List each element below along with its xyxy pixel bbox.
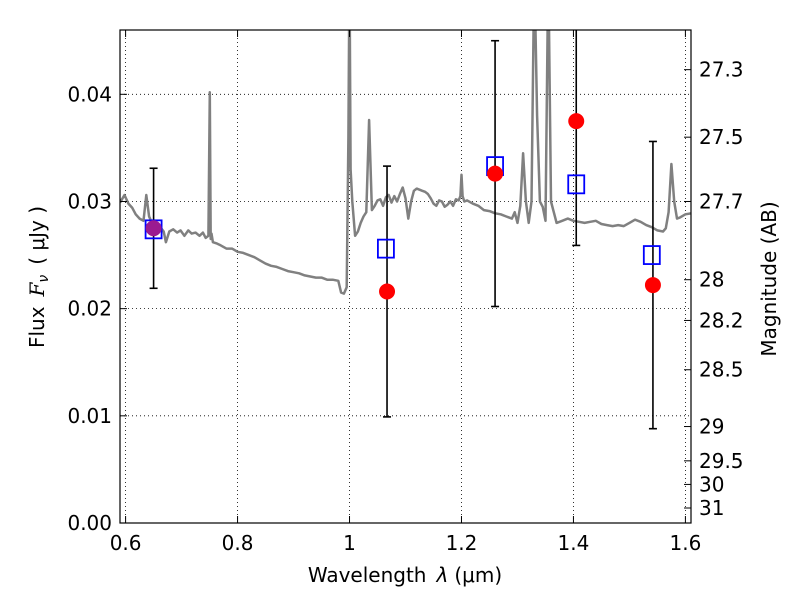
x-axis-ticks: 0.6 0.8 1 1.2 1.4 1.6 <box>110 30 701 555</box>
x-tick-label: 1 <box>343 531 356 555</box>
y2-axis-title: Magnitude (AB) <box>757 201 781 356</box>
y2-tick-label: 27.5 <box>699 125 744 149</box>
model-photometry-layer <box>144 156 661 265</box>
y2-tick-label: 30 <box>699 472 724 496</box>
model-square-point <box>567 174 586 195</box>
y-tick-label: 0.03 <box>67 189 112 213</box>
observed-photometry-layer <box>145 113 661 300</box>
spectrum-layer <box>120 30 691 295</box>
model-square-point <box>642 245 661 265</box>
y-axis-title: FluxFν( μJy ) <box>25 206 52 348</box>
x-tick-label: 0.6 <box>110 531 142 555</box>
observed-circle-point <box>487 165 504 182</box>
y2-tick-label: 29 <box>699 415 724 439</box>
observed-circle-point <box>145 220 162 237</box>
spectrum-line <box>120 30 691 295</box>
grid <box>120 30 691 524</box>
y-tick-label: 0.04 <box>67 82 112 106</box>
y2-tick-label: 29.5 <box>699 449 744 473</box>
observed-circle-point <box>379 283 396 300</box>
y-tick-label: 0.02 <box>67 297 112 321</box>
model-square-point <box>377 238 395 259</box>
y-tick-label: 0.00 <box>67 511 112 535</box>
errorbar-layer <box>149 30 657 430</box>
y-tick-label: 0.01 <box>67 404 112 428</box>
y-axis-ticks: 0.00 0.01 0.02 0.03 0.04 <box>67 82 127 535</box>
x-tick-label: 1.4 <box>558 531 590 555</box>
y2-tick-label: 28 <box>699 268 724 292</box>
x-tick-label: 0.8 <box>222 531 254 555</box>
y2-tick-label: 27.7 <box>699 189 744 213</box>
x-tick-label: 1.2 <box>446 531 478 555</box>
y2-tick-label: 28.5 <box>699 358 744 382</box>
x-tick-label: 1.6 <box>669 531 701 555</box>
plot-frame <box>119 29 692 524</box>
observed-circle-point <box>644 277 661 294</box>
y2-tick-label: 27.3 <box>699 58 744 82</box>
x-axis-title: Wavelength λ (μm) <box>308 563 502 587</box>
observed-circle-point <box>568 113 585 130</box>
y2-tick-label: 28.2 <box>699 308 744 332</box>
y2-tick-label: 31 <box>699 496 724 520</box>
